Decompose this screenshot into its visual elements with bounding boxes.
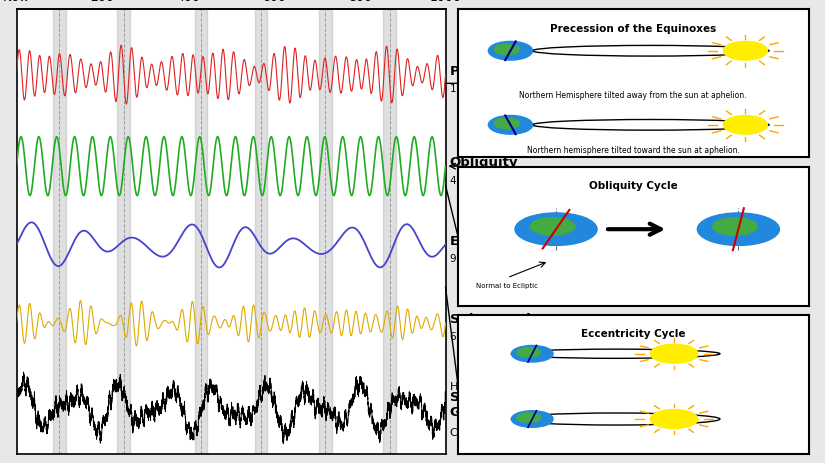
Circle shape	[494, 44, 520, 55]
Text: Eccentricity: Eccentricity	[450, 235, 538, 248]
Circle shape	[512, 411, 553, 427]
Bar	[117, 9, 130, 454]
Circle shape	[530, 218, 575, 235]
Circle shape	[488, 115, 533, 134]
Bar	[255, 9, 267, 454]
Text: Hot: Hot	[450, 382, 469, 392]
Circle shape	[650, 344, 698, 363]
Text: 65°N Summer: 65°N Summer	[450, 332, 524, 343]
Bar	[384, 9, 396, 454]
Circle shape	[697, 213, 780, 245]
Circle shape	[494, 118, 520, 129]
Text: Solar Forcing: Solar Forcing	[450, 313, 549, 326]
Text: Obliquity: Obliquity	[450, 156, 518, 169]
Circle shape	[516, 413, 540, 422]
Text: Precession of the Equinoxes: Precession of the Equinoxes	[550, 24, 716, 34]
Text: Cold: Cold	[450, 428, 474, 438]
Text: 19, 22, 24 kyr: 19, 22, 24 kyr	[450, 84, 522, 94]
Text: Stages of
Glaciation: Stages of Glaciation	[450, 391, 526, 419]
Text: Northern hemisphere tilted toward the sun at aphelion.: Northern hemisphere tilted toward the su…	[526, 145, 740, 155]
Circle shape	[724, 41, 767, 60]
Text: Northern Hemisphere tilted away from the sun at aphelion.: Northern Hemisphere tilted away from the…	[520, 91, 747, 100]
Text: 95, 125, 400 kyr: 95, 125, 400 kyr	[450, 254, 535, 264]
Bar	[195, 9, 207, 454]
Text: Precession: Precession	[450, 65, 531, 78]
Circle shape	[650, 410, 698, 428]
Circle shape	[724, 115, 767, 134]
Circle shape	[488, 41, 533, 60]
Circle shape	[713, 218, 757, 235]
Circle shape	[512, 345, 553, 362]
Text: Obliquity Cycle: Obliquity Cycle	[589, 181, 677, 191]
Text: 41 kyr: 41 kyr	[450, 175, 483, 186]
Text: Normal to Ecliptic: Normal to Ecliptic	[476, 283, 538, 289]
Bar	[319, 9, 332, 454]
Circle shape	[516, 348, 540, 357]
Bar	[53, 9, 66, 454]
Circle shape	[515, 213, 597, 245]
Text: Eccentricity Cycle: Eccentricity Cycle	[581, 329, 686, 339]
